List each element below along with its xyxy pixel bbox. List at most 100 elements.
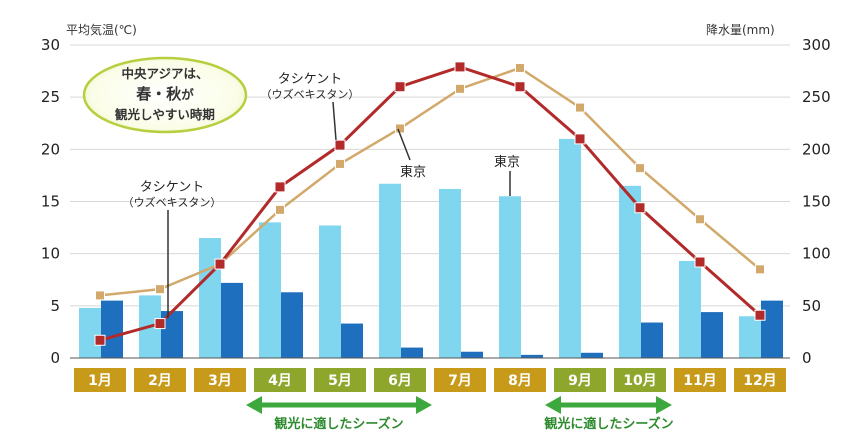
- month-box: [494, 368, 546, 392]
- line-tashkent: [99, 65, 761, 342]
- season-arrow-autumn: 観光に適したシーズン: [543, 396, 674, 432]
- callout-bubble: 中央アジアは、 春・秋が 観光しやすい時期: [82, 56, 248, 134]
- callout-ga: が: [181, 87, 194, 102]
- point-tashkent: [214, 258, 226, 270]
- month-box: [254, 368, 306, 392]
- point-tokyo: [755, 264, 765, 275]
- point-tokyo: [575, 102, 585, 113]
- bar-tashkent: [401, 347, 423, 358]
- left-tick-label: 0: [50, 349, 60, 367]
- callout-line2: 春・秋が: [136, 85, 194, 103]
- bar-tashkent: [461, 351, 483, 358]
- point-tokyo: [155, 284, 165, 295]
- season-arrow-spring: 観光に適したシーズン: [246, 396, 432, 432]
- right-tick-label: 50: [802, 297, 821, 315]
- bar-tokyo: [259, 222, 281, 358]
- left-tick-label: 10: [41, 245, 60, 263]
- point-tokyo: [275, 204, 285, 215]
- month-label: 11月: [683, 373, 716, 389]
- tokyo-label-bar-text: 東京: [494, 154, 520, 170]
- point-tashkent: [514, 81, 526, 93]
- season-text-autumn: 観光に適したシーズン: [543, 416, 673, 432]
- tokyo-label-line: 東京: [397, 128, 426, 180]
- bar-tashkent: [701, 312, 723, 358]
- month-box: [194, 368, 246, 392]
- right-tick-label: 150: [802, 193, 831, 211]
- month-label: 12月: [743, 373, 776, 389]
- bar-tokyo: [739, 316, 761, 358]
- point-tokyo: [515, 62, 525, 73]
- bar-tokyo: [559, 138, 581, 358]
- callout-line1: 中央アジアは、: [121, 66, 208, 81]
- left-tick-label: 25: [41, 88, 60, 106]
- month-box: [74, 368, 126, 392]
- left-tick-label: 20: [41, 140, 60, 158]
- bar-tokyo: [319, 225, 341, 358]
- point-tashkent: [94, 334, 106, 346]
- point-tokyo: [695, 214, 705, 225]
- axes-group: 0 0 5 50 10 100 15 150 20 200 25 250 30 300: [41, 36, 831, 367]
- month-label: 2月: [148, 373, 172, 389]
- point-tashkent: [694, 256, 706, 268]
- bar-tashkent: [641, 322, 663, 358]
- callout-line3: 観光しやすい時期: [115, 107, 215, 122]
- month-label: 10月: [623, 373, 656, 389]
- bar-tokyo: [379, 183, 401, 358]
- right-tick-label: 300: [802, 36, 831, 54]
- right-axis-title: 降水量(mm): [706, 23, 775, 37]
- bar-tokyo: [499, 196, 521, 358]
- bar-tokyo: [79, 307, 101, 358]
- bar-tashkent: [101, 300, 123, 358]
- point-tashkent: [154, 318, 166, 330]
- bar-tokyo: [199, 238, 221, 358]
- month-box: [614, 368, 666, 392]
- month-label: 3月: [208, 373, 232, 389]
- month-box: [434, 368, 486, 392]
- point-tokyo: [335, 158, 345, 169]
- point-tashkent: [274, 181, 286, 193]
- bar-tashkent: [581, 352, 603, 358]
- month-label: 5月: [328, 373, 352, 389]
- month-labels-group: 1月 2月 3月 4月 5月 6月 7月 8月 9月 10月 11月 12月: [74, 368, 786, 392]
- month-label: 9月: [568, 373, 592, 389]
- tashkent-label-lower-name: タシケント: [140, 180, 205, 195]
- point-tokyo: [395, 123, 405, 134]
- point-tashkent: [634, 202, 646, 214]
- month-label: 1月: [88, 373, 112, 389]
- point-tashkent: [574, 133, 586, 145]
- bar-tashkent: [281, 292, 303, 358]
- tashkent-label-lower: タシケント （ウズベキスタン）: [123, 180, 222, 318]
- right-tick-label: 200: [802, 140, 831, 158]
- month-label: 7月: [448, 373, 472, 389]
- month-label: 8月: [508, 373, 532, 389]
- tashkent-label-upper: タシケント （ウズベキスタン）: [261, 72, 360, 141]
- bar-tokyo: [679, 260, 701, 358]
- line-tokyo: [99, 66, 761, 297]
- point-tokyo: [635, 163, 645, 174]
- month-box: [374, 368, 426, 392]
- right-tick-label: 100: [802, 245, 831, 263]
- bar-tokyo: [439, 188, 461, 358]
- callout-spring-autumn: 春・秋: [136, 85, 182, 103]
- point-tashkent: [394, 81, 406, 93]
- tokyo-label-bar: 東京: [494, 154, 520, 196]
- left-tick-label: 5: [50, 297, 60, 315]
- point-tashkent: [334, 139, 346, 151]
- month-label: 6月: [388, 373, 412, 389]
- point-tokyo: [95, 290, 105, 301]
- tashkent-label-upper-name: タシケント: [278, 72, 343, 87]
- tashkent-label-upper-sub: （ウズベキスタン）: [261, 87, 360, 101]
- bar-tashkent: [161, 311, 183, 358]
- right-tick-label: 250: [802, 88, 831, 106]
- left-tick-label: 15: [41, 193, 60, 211]
- month-label: 4月: [268, 373, 292, 389]
- bar-tashkent: [521, 354, 543, 358]
- month-box: [674, 368, 726, 392]
- month-box: [554, 368, 606, 392]
- season-text-spring: 観光に適したシーズン: [273, 416, 403, 432]
- bar-tashkent: [341, 323, 363, 358]
- tashkent-label-lower-sub: （ウズベキスタン）: [123, 195, 222, 209]
- left-axis-title: 平均気温(℃): [66, 22, 137, 37]
- bar-tokyo: [619, 185, 641, 358]
